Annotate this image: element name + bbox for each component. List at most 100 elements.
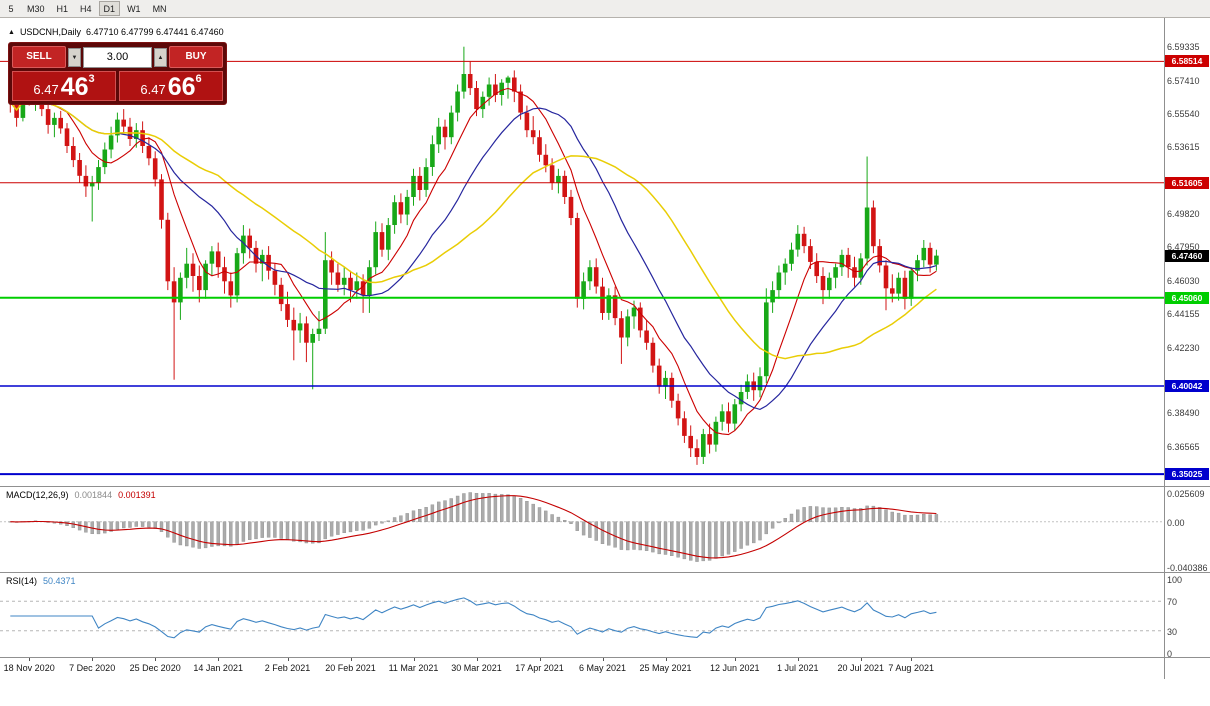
candle bbox=[493, 84, 498, 95]
candle bbox=[864, 207, 870, 259]
candle bbox=[392, 202, 397, 225]
bid-price-pip: 3 bbox=[88, 73, 95, 85]
timeframe-button-H1[interactable]: H1 bbox=[51, 1, 74, 16]
candle bbox=[272, 270, 278, 285]
candle bbox=[203, 263, 208, 291]
macd-bar bbox=[304, 521, 309, 544]
timeframe-button-H4[interactable]: H4 bbox=[75, 1, 97, 16]
macd-bar bbox=[506, 494, 510, 522]
macd-bar bbox=[859, 508, 863, 522]
macd-canvas[interactable] bbox=[0, 487, 1164, 573]
macd-bar bbox=[638, 521, 642, 551]
price-scale-label: 6.44155 bbox=[1167, 308, 1200, 319]
rsi-canvas[interactable] bbox=[0, 573, 1164, 658]
candle bbox=[890, 288, 895, 294]
timeframe-button-MN[interactable]: MN bbox=[147, 1, 172, 16]
one-click-trading-panel: SELL ▼ ▲ BUY 6.47 46 3 6.47 66 6 bbox=[8, 42, 227, 105]
lot-decrement-button[interactable]: ▼ bbox=[68, 47, 81, 67]
candle bbox=[329, 260, 334, 273]
macd-indicator-panel: MACD(12,26,9) 0.001844 0.001391 0.025609… bbox=[0, 486, 1210, 573]
candle bbox=[921, 247, 927, 261]
candle bbox=[474, 88, 479, 110]
macd-bar bbox=[210, 521, 214, 547]
price-chart-canvas[interactable] bbox=[0, 18, 1164, 486]
candle bbox=[360, 281, 366, 296]
timeframe-button-M30[interactable]: M30 bbox=[22, 1, 50, 16]
timeframe-button-5[interactable]: 5 bbox=[2, 1, 20, 16]
candle bbox=[619, 318, 624, 338]
macd-bar bbox=[707, 521, 712, 561]
candle bbox=[228, 281, 234, 296]
macd-bar bbox=[493, 493, 498, 522]
time-axis-tick bbox=[860, 658, 862, 661]
candle bbox=[190, 263, 196, 276]
time-axis-divider bbox=[1164, 658, 1165, 679]
price-level-badge-6.45060: 6.45060 bbox=[1165, 291, 1209, 304]
timeframe-button-D1[interactable]: D1 bbox=[98, 1, 121, 16]
macd-bar bbox=[726, 521, 731, 555]
time-axis-tick bbox=[476, 658, 478, 661]
timeframe-button-W1[interactable]: W1 bbox=[122, 1, 146, 16]
macd-bar bbox=[405, 513, 409, 522]
macd-bar bbox=[663, 521, 668, 555]
time-axis-tick bbox=[350, 658, 352, 661]
macd-bar bbox=[544, 510, 548, 522]
macd-bar bbox=[222, 521, 227, 547]
candle bbox=[260, 254, 265, 264]
candle bbox=[764, 302, 769, 377]
macd-bar bbox=[588, 521, 592, 538]
candle bbox=[581, 281, 586, 299]
price-scale-label: 6.36565 bbox=[1167, 442, 1200, 453]
macd-bar bbox=[670, 521, 674, 556]
candle bbox=[675, 400, 681, 419]
price-scale-label: 6.59335 bbox=[1167, 41, 1200, 52]
macd-bar bbox=[682, 521, 687, 560]
timeframe-toolbar: 5 M30 H1 H4 D1 W1 MN bbox=[0, 0, 1210, 18]
time-axis[interactable]: 18 Nov 2020 7 Dec 2020 25 Dec 2020 14 Jan 2… bbox=[0, 657, 1210, 679]
macd-scale-divider bbox=[1164, 487, 1165, 573]
ask-price-display[interactable]: 6.47 66 6 bbox=[119, 71, 223, 101]
macd-bar bbox=[846, 507, 850, 522]
candle bbox=[436, 126, 441, 145]
date-axis-label: 20 Jul 2021 bbox=[837, 663, 885, 673]
candle bbox=[707, 434, 712, 445]
candle bbox=[64, 128, 70, 146]
macd-bar bbox=[424, 507, 428, 522]
bid-price-display[interactable]: 6.47 46 3 bbox=[12, 71, 116, 101]
macd-bar bbox=[323, 521, 327, 540]
candle bbox=[209, 251, 215, 264]
date-axis-label: 14 Jan 2021 bbox=[193, 663, 243, 673]
macd-bar bbox=[569, 521, 573, 525]
macd-bar bbox=[840, 507, 844, 522]
date-axis-label: 7 Aug 2021 bbox=[888, 663, 934, 673]
candle bbox=[222, 267, 227, 282]
macd-bar bbox=[903, 514, 907, 522]
lot-increment-button[interactable]: ▲ bbox=[154, 47, 167, 67]
macd-bar bbox=[657, 521, 661, 555]
price-scale-label: 6.46030 bbox=[1167, 275, 1200, 286]
candle bbox=[669, 377, 675, 401]
time-axis-tick bbox=[734, 658, 736, 661]
macd-bar bbox=[512, 495, 516, 522]
macd-bar bbox=[626, 521, 630, 551]
macd-bar bbox=[758, 521, 762, 541]
macd-bar bbox=[292, 521, 296, 542]
ma-line-34 bbox=[9, 97, 937, 360]
macd-bar bbox=[581, 521, 586, 536]
candle bbox=[442, 126, 448, 138]
lot-size-input[interactable] bbox=[83, 46, 152, 68]
candle bbox=[499, 82, 504, 95]
sell-button[interactable]: SELL bbox=[12, 46, 66, 68]
buy-button[interactable]: BUY bbox=[169, 46, 223, 68]
time-axis-tick bbox=[287, 658, 289, 661]
candle bbox=[726, 411, 731, 424]
macd-bar bbox=[531, 503, 535, 522]
date-axis-label: 30 Mar 2021 bbox=[451, 663, 502, 673]
candle bbox=[883, 265, 889, 289]
main-chart-region: ▲ USDCNH,Daily 6.47710 6.47799 6.47441 6… bbox=[0, 18, 1210, 486]
candle bbox=[386, 225, 391, 250]
candle bbox=[688, 435, 693, 449]
macd-bar bbox=[203, 521, 208, 549]
macd-bar bbox=[462, 493, 466, 522]
